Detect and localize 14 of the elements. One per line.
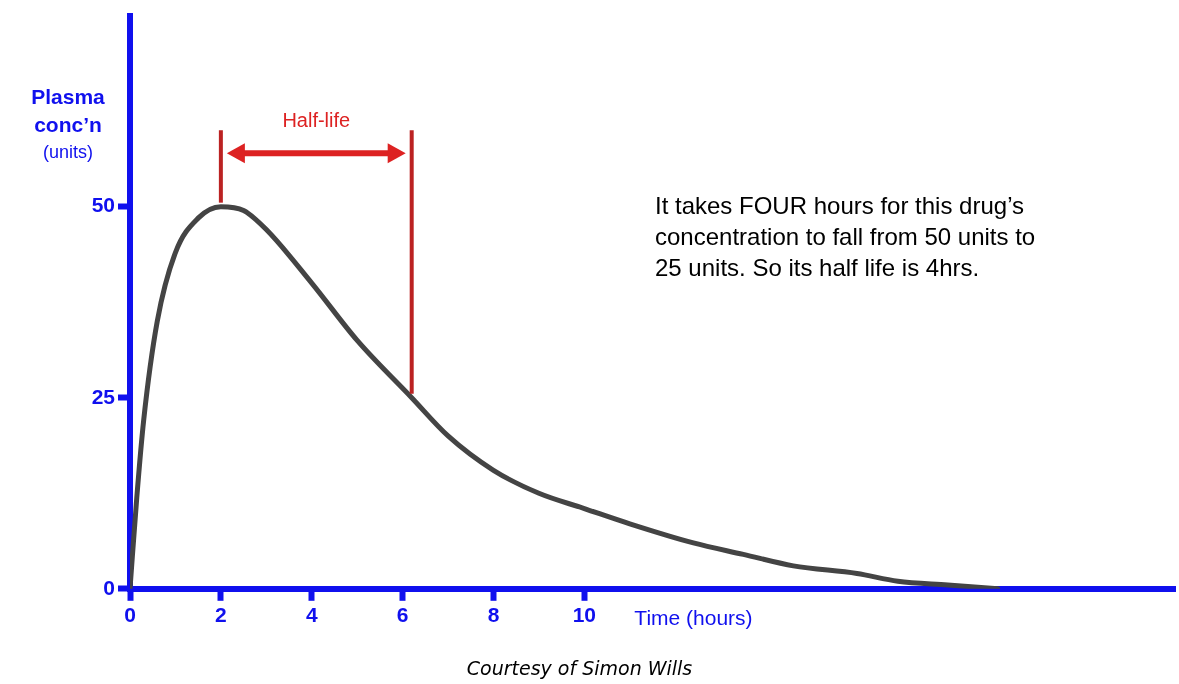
x-tick-label: 4 xyxy=(305,603,318,627)
x-axis-title: Time (hours) xyxy=(634,606,753,630)
annotation: Half-life xyxy=(282,108,351,131)
x-tick-label: 10 xyxy=(572,603,597,627)
y-tick-label: 50 xyxy=(91,193,115,217)
y-tick-label: 0 xyxy=(103,575,115,599)
text: Courtesy of Simon Wills xyxy=(466,657,693,680)
x-tick-label: 8 xyxy=(487,603,500,627)
y-tick-label: 25 xyxy=(91,384,116,408)
x-tick-label: 0 xyxy=(124,603,136,627)
annotation: It takes FOUR hours for this drug’s concentration to fall from 50 units to 25 units. So its half life is 4hrs. xyxy=(655,191,1036,281)
x-tick-label: 6 xyxy=(396,603,409,627)
y-axis-title: Plasma conc’n (units) xyxy=(31,85,106,162)
x-tick-label: 2 xyxy=(215,603,227,627)
